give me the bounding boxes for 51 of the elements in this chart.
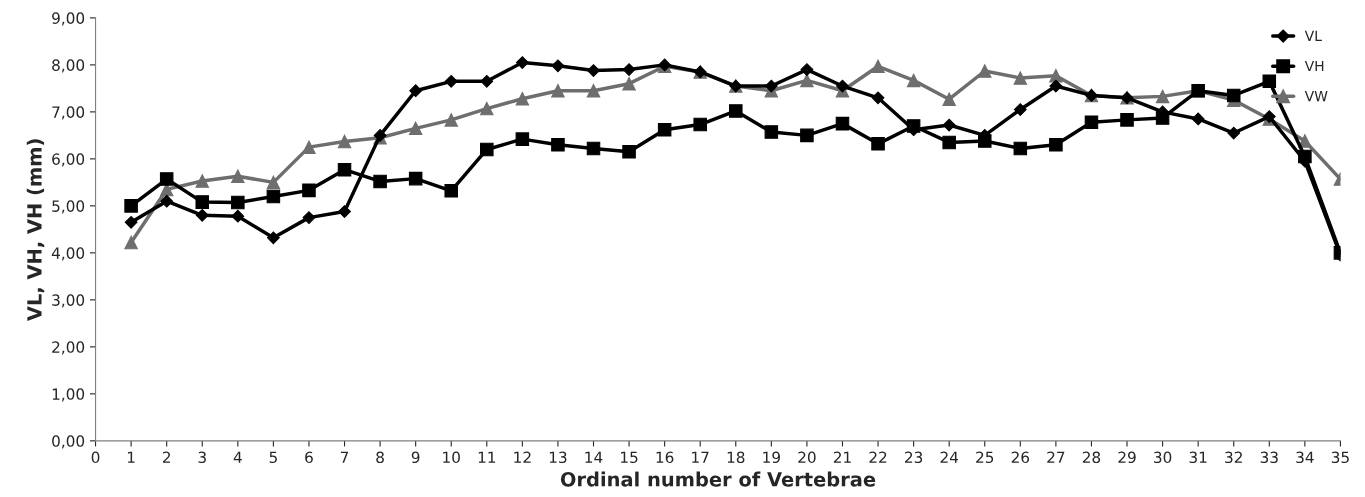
x-axis-title: Ordinal number of Vertebrae bbox=[560, 471, 876, 487]
x-tick-label: 30 bbox=[1154, 451, 1172, 464]
y-tick-label: 1,00 bbox=[52, 388, 85, 402]
x-tick-label: 20 bbox=[798, 451, 816, 464]
x-tick-label: 28 bbox=[1082, 451, 1101, 464]
y-tick-label: 4,00 bbox=[51, 247, 85, 261]
x-tick-label: 25 bbox=[976, 451, 994, 464]
legend-label: VH bbox=[1304, 60, 1324, 72]
x-tick-label: 1 bbox=[127, 451, 135, 463]
x-tick-label: 33 bbox=[1260, 451, 1278, 464]
x-tick-label: 6 bbox=[305, 451, 313, 464]
x-tick-label: 22 bbox=[869, 451, 887, 463]
x-tick-label: 10 bbox=[443, 451, 460, 464]
x-tick-label: 24 bbox=[940, 451, 959, 463]
y-tick-label: 2,00 bbox=[52, 341, 85, 355]
x-tick-label: 19 bbox=[763, 451, 780, 464]
x-tick-label: 18 bbox=[727, 451, 745, 464]
y-tick-label: 8,00 bbox=[52, 59, 85, 73]
y-tick-label: 3,00 bbox=[52, 294, 85, 308]
x-tick-label: 4 bbox=[233, 451, 242, 463]
y-tick-label: 0,00 bbox=[52, 435, 85, 449]
x-tick-label: 0 bbox=[91, 451, 100, 464]
x-tick-label: 12 bbox=[514, 451, 531, 463]
x-tick-label: 16 bbox=[656, 451, 674, 464]
legend-label: VW bbox=[1304, 91, 1328, 102]
x-tick-label: 32 bbox=[1225, 451, 1242, 464]
x-tick-label: 5 bbox=[269, 451, 277, 464]
x-tick-label: 14 bbox=[585, 451, 603, 463]
y-tick-label: 6,00 bbox=[52, 153, 85, 167]
x-tick-label: 35 bbox=[1331, 451, 1349, 464]
y-tick-label: 7,00 bbox=[52, 106, 85, 120]
x-tick-label: 26 bbox=[1011, 451, 1030, 464]
legend-label: VL bbox=[1304, 30, 1322, 41]
x-tick-label: 3 bbox=[198, 451, 206, 464]
x-tick-label: 9 bbox=[411, 451, 420, 464]
x-tick-label: 7 bbox=[340, 451, 349, 463]
x-tick-label: 17 bbox=[692, 451, 709, 463]
x-tick-label: 15 bbox=[621, 451, 638, 464]
x-tick-label: 27 bbox=[1047, 451, 1065, 463]
y-tick-label: 9,00 bbox=[52, 12, 85, 26]
x-tick-label: 13 bbox=[549, 451, 567, 464]
x-tick-label: 11 bbox=[478, 451, 496, 463]
x-tick-label: 31 bbox=[1189, 451, 1207, 464]
x-tick-label: 34 bbox=[1296, 451, 1314, 464]
y-tick-label: 5,00 bbox=[52, 200, 85, 214]
x-tick-label: 8 bbox=[376, 451, 384, 464]
x-tick-label: 23 bbox=[905, 451, 923, 464]
x-tick-label: 21 bbox=[833, 451, 851, 463]
x-tick-label: 2 bbox=[162, 451, 171, 463]
y-axis-title: VL, VH, VH (mm) bbox=[26, 139, 45, 321]
x-tick-label: 29 bbox=[1118, 451, 1136, 464]
